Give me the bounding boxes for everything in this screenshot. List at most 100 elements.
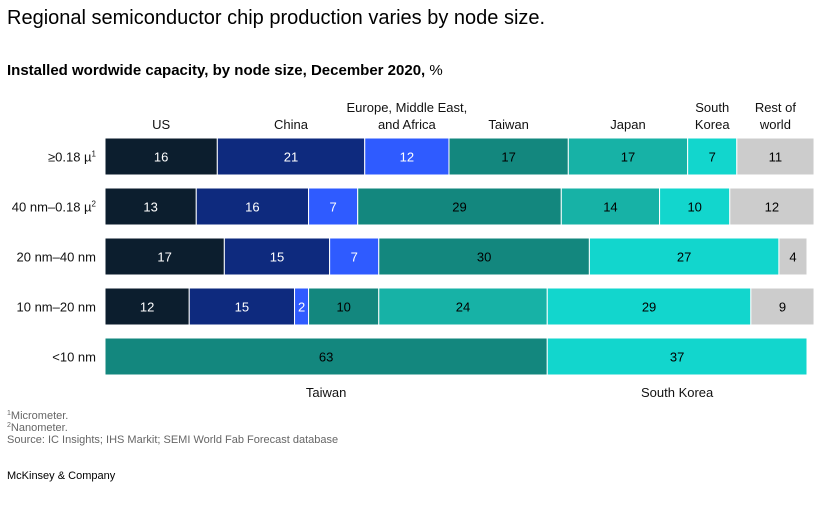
region-header-rest: Rest of world bbox=[755, 100, 797, 132]
emea-segment-value: 12 bbox=[400, 150, 414, 165]
row-label-text: 40 nm–0.18 µ bbox=[12, 200, 92, 215]
taiwan-segment-value: 29 bbox=[452, 200, 466, 215]
chart-title: Regional semiconductor chip production v… bbox=[7, 7, 545, 29]
taiwan-segment-value: 30 bbox=[477, 250, 491, 265]
taiwan-segment bbox=[378, 237, 590, 276]
region-header-line: South bbox=[695, 100, 729, 115]
bottom-labels: Taiwan South Korea bbox=[306, 385, 714, 400]
japan-segment bbox=[567, 137, 689, 176]
footnote-text: Micrometer. bbox=[11, 410, 68, 422]
region-header-japan: Japan bbox=[610, 117, 645, 132]
rest-segment-value: 9 bbox=[779, 300, 786, 315]
row-label: 20 nm–40 nm bbox=[17, 250, 97, 265]
china-segment bbox=[216, 137, 366, 176]
footnote-text: Nanometer. bbox=[11, 422, 68, 434]
bar-row: <10 nm 63 37 bbox=[52, 337, 808, 376]
row-label: ≥0.18 µ1 bbox=[48, 150, 97, 165]
brand-label: McKinsey & Company bbox=[7, 470, 116, 482]
us-segment-value: 16 bbox=[154, 150, 168, 165]
region-header-line: Japan bbox=[610, 117, 645, 132]
region-header-line: Korea bbox=[695, 117, 730, 132]
bar-row: 40 nm–0.18 µ2 13 16 7 29 14 10 12 bbox=[12, 187, 815, 226]
taiwan-segment-value: 10 bbox=[336, 300, 350, 315]
row-label-text: ≥0.18 µ bbox=[48, 150, 92, 165]
bar-row: ≥0.18 µ1 16 21 12 17 17 7 11 bbox=[48, 137, 815, 176]
footnote-sup: 1 bbox=[7, 410, 11, 417]
taiwan-segment bbox=[308, 287, 380, 326]
china-segment-value: 15 bbox=[270, 250, 284, 265]
japan-segment bbox=[378, 287, 548, 326]
us-segment-value: 12 bbox=[140, 300, 154, 315]
bottom-label-taiwan: Taiwan bbox=[306, 385, 346, 400]
region-header-taiwan: Taiwan bbox=[488, 117, 528, 132]
rest-segment bbox=[778, 237, 808, 276]
china-segment-value: 21 bbox=[284, 150, 298, 165]
us-segment-value: 17 bbox=[157, 250, 171, 265]
row-label-sup: 2 bbox=[92, 200, 97, 209]
us-segment bbox=[104, 137, 218, 176]
emea-segment bbox=[364, 137, 450, 176]
region-header-china: China bbox=[274, 117, 309, 132]
region-header-us: US bbox=[152, 117, 170, 132]
south-korea-segment-value: 10 bbox=[687, 200, 701, 215]
japan-segment-value: 14 bbox=[603, 200, 617, 215]
china-segment bbox=[223, 237, 331, 276]
china-segment bbox=[188, 287, 296, 326]
footnote-sup: 2 bbox=[7, 422, 11, 429]
rest-segment bbox=[736, 137, 815, 176]
chart-subtitle-main: Installed wordwide capacity, by node siz… bbox=[7, 62, 425, 79]
region-header-south-korea: South Korea bbox=[695, 100, 730, 132]
row-label-text: <10 nm bbox=[52, 350, 96, 365]
row-label-text: 10 nm–20 nm bbox=[17, 300, 97, 315]
emea-segment-value: 7 bbox=[351, 250, 358, 265]
region-header-line: and Africa bbox=[378, 117, 437, 132]
china-segment-value: 16 bbox=[245, 200, 259, 215]
region-header-line: Europe, Middle East, bbox=[347, 100, 468, 115]
region-header-line: Taiwan bbox=[488, 117, 528, 132]
row-label: 10 nm–20 nm bbox=[17, 300, 97, 315]
south-korea-segment-value: 7 bbox=[709, 150, 716, 165]
bar-row: 10 nm–20 nm 12 15 2 10 24 29 9 bbox=[17, 287, 815, 326]
taiwan-segment-value: 63 bbox=[319, 350, 333, 365]
rest-segment-value: 12 bbox=[765, 200, 779, 215]
chart-subtitle: Installed wordwide capacity, by node siz… bbox=[7, 62, 443, 79]
row-label-text: 20 nm–40 nm bbox=[17, 250, 97, 265]
row-label: 40 nm–0.18 µ2 bbox=[12, 200, 97, 215]
us-segment bbox=[104, 287, 190, 326]
footnotes: 1Micrometer.2Nanometer.Source: IC Insigh… bbox=[7, 410, 338, 446]
us-segment-value: 13 bbox=[143, 200, 157, 215]
south-korea-segment-value: 37 bbox=[670, 350, 684, 365]
emea-segment-value: 2 bbox=[298, 300, 305, 315]
taiwan-segment-value: 17 bbox=[501, 150, 515, 165]
region-header-line: Rest of bbox=[755, 100, 797, 115]
bar-row: 20 nm–40 nm 17 15 7 30 27 4 bbox=[17, 237, 808, 276]
footnote: Source: IC Insights; IHS Markit; SEMI Wo… bbox=[7, 434, 338, 446]
china-segment bbox=[195, 187, 310, 226]
region-header-emea: Europe, Middle East, and Africa bbox=[347, 100, 468, 132]
region-header-line: China bbox=[274, 117, 309, 132]
rest-segment-value: 4 bbox=[789, 250, 796, 265]
emea-segment-value: 7 bbox=[330, 200, 337, 215]
south-korea-segment bbox=[546, 337, 808, 376]
rest-segment-value: 11 bbox=[769, 150, 783, 165]
bottom-label-south-korea: South Korea bbox=[641, 385, 714, 400]
us-segment bbox=[104, 187, 197, 226]
chart-subtitle-unit: % bbox=[429, 62, 442, 79]
row-label-sup: 1 bbox=[92, 150, 97, 159]
emea-segment bbox=[329, 237, 380, 276]
emea-segment bbox=[308, 187, 359, 226]
south-korea-segment bbox=[546, 287, 752, 326]
region-headers: US China Europe, Middle East, and Africa Tai… bbox=[152, 100, 796, 132]
japan-segment bbox=[560, 187, 661, 226]
south-korea-segment bbox=[659, 187, 731, 226]
south-korea-segment bbox=[588, 237, 780, 276]
region-header-line: world bbox=[759, 117, 791, 132]
south-korea-segment-value: 27 bbox=[677, 250, 691, 265]
footnote: 1Micrometer. bbox=[7, 410, 68, 422]
footnote: 2Nanometer. bbox=[7, 422, 68, 434]
row-label: <10 nm bbox=[52, 350, 96, 365]
region-header-line: US bbox=[152, 117, 170, 132]
china-segment-value: 15 bbox=[235, 300, 249, 315]
